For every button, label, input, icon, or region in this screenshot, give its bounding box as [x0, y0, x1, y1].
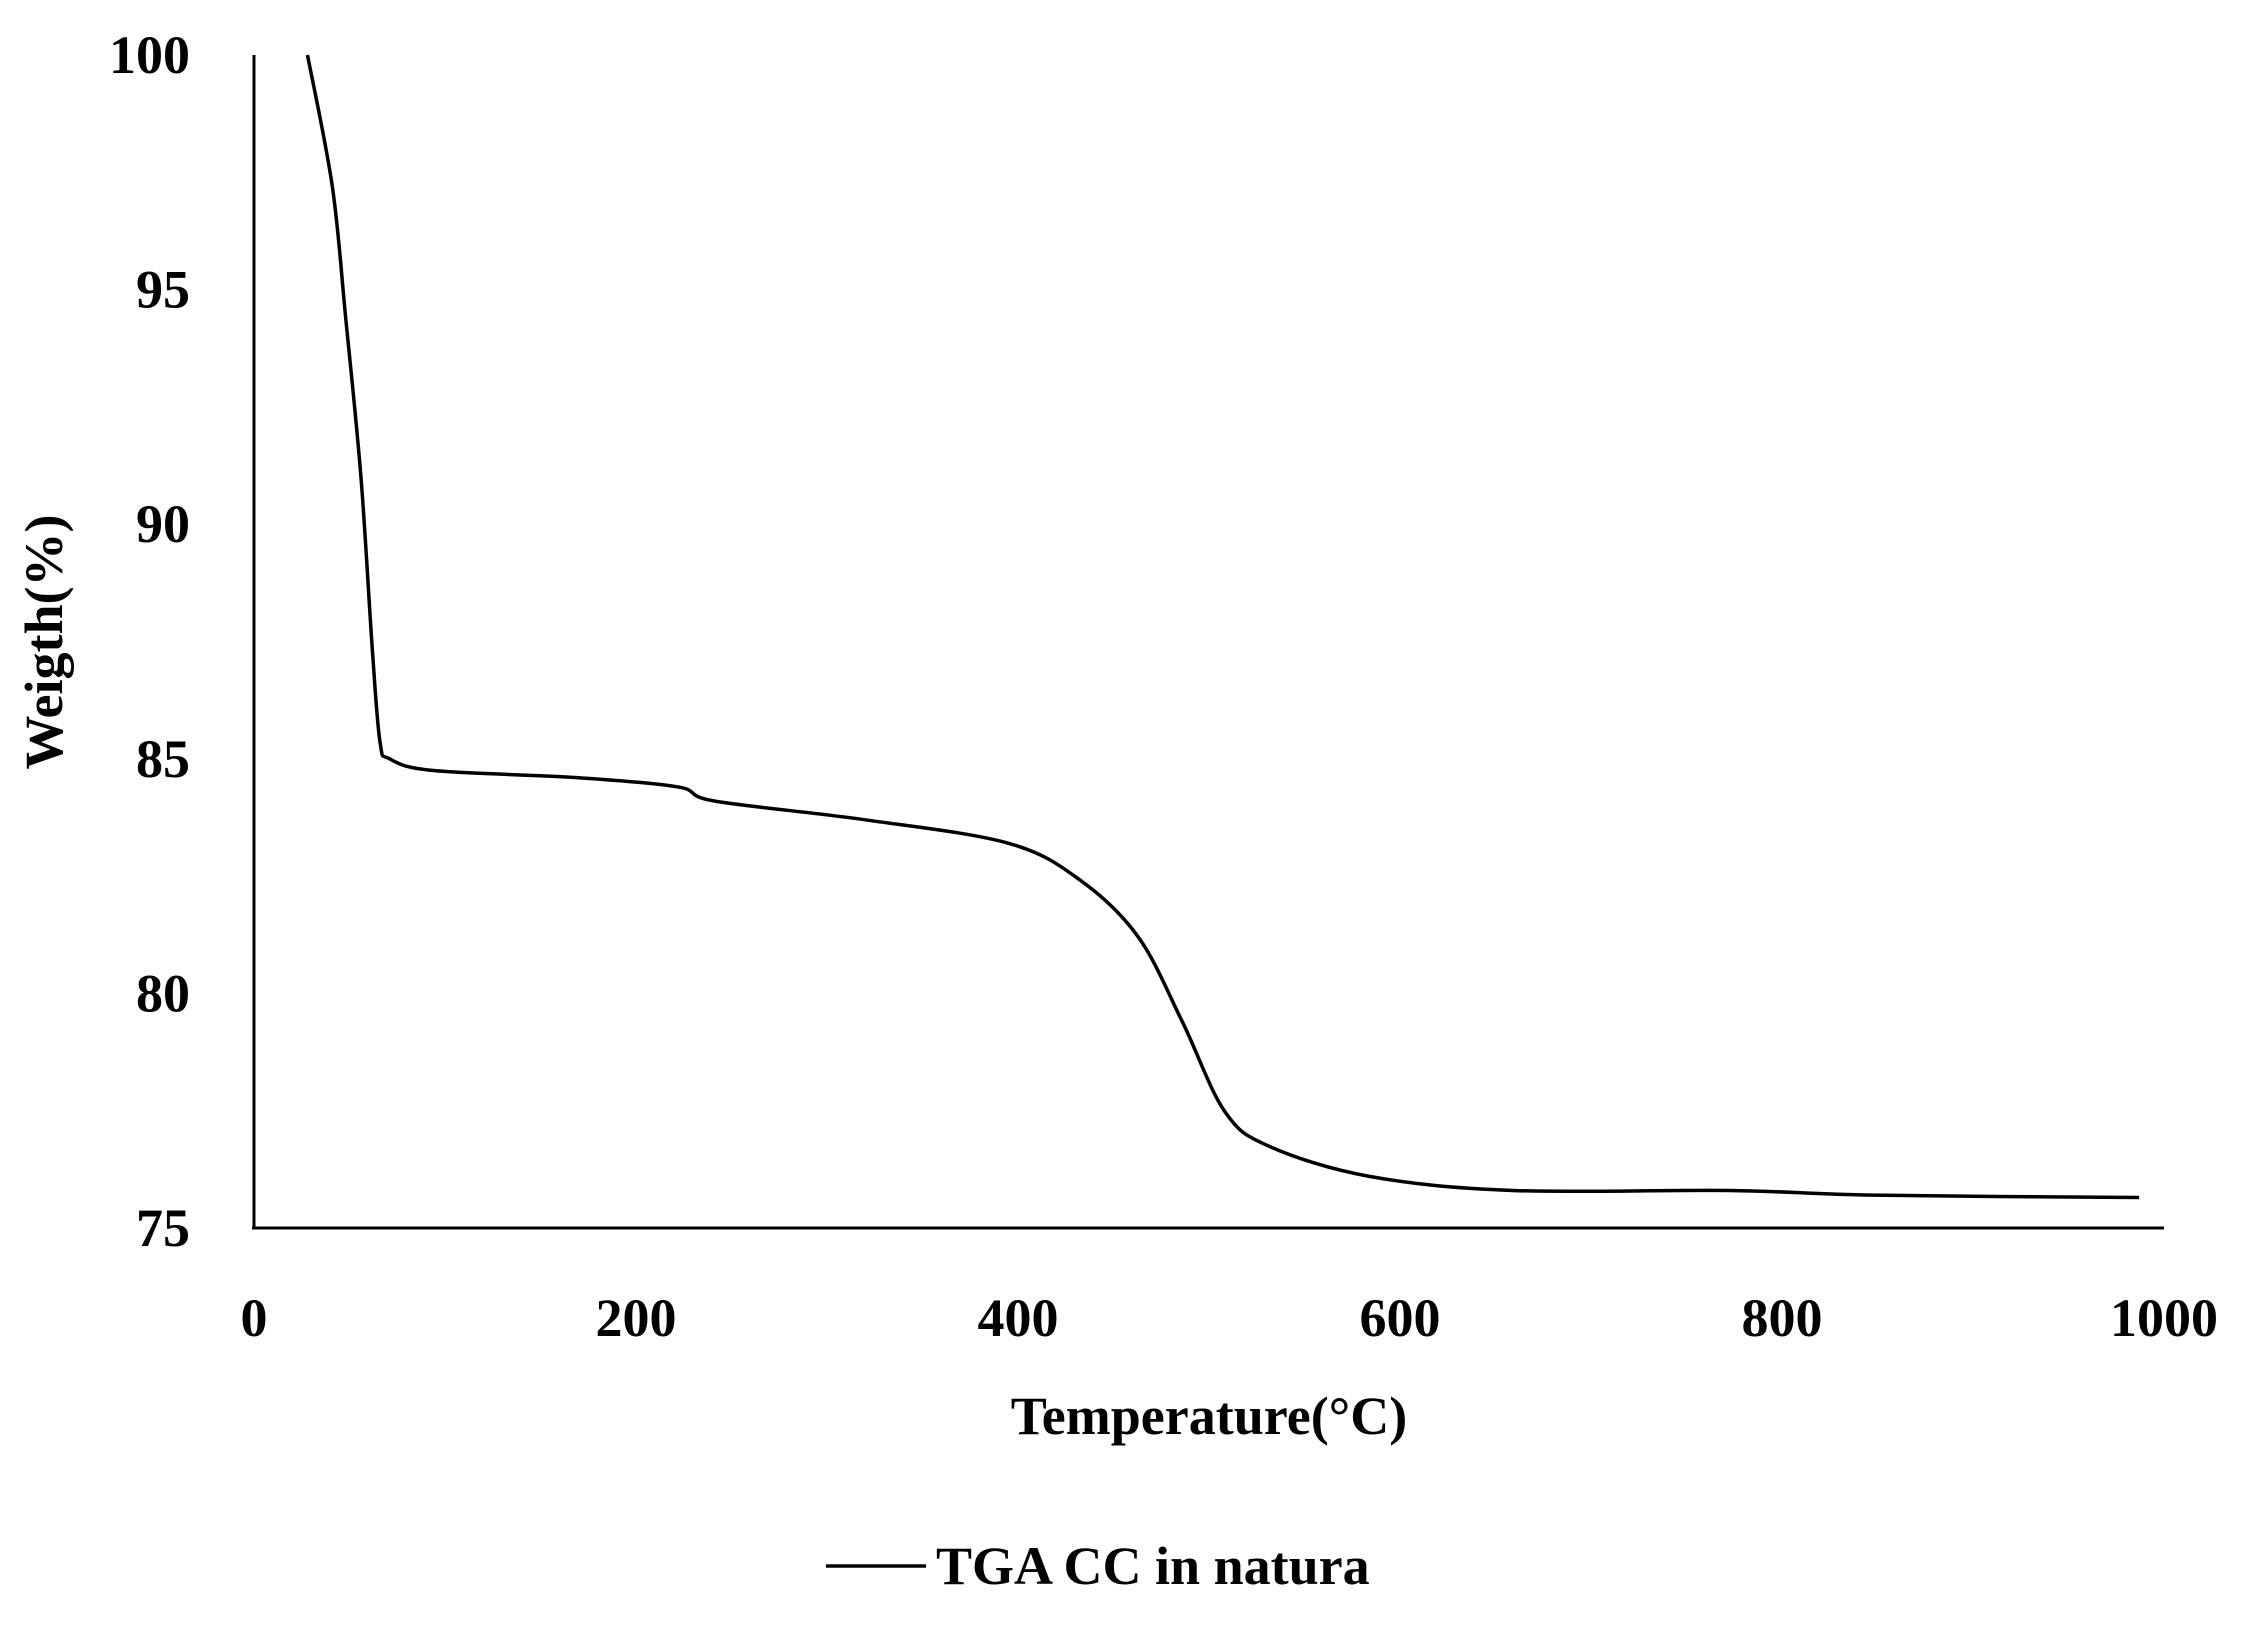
legend-label: TGA CC in natura	[936, 1536, 1370, 1596]
x-tick-label: 200	[596, 1288, 677, 1348]
y-tick-label: 95	[136, 260, 190, 320]
x-axis-title: Temperature(°C)	[1011, 1386, 1408, 1446]
x-tick-label: 1000	[2110, 1288, 2218, 1348]
y-tick-label: 80	[136, 963, 190, 1023]
x-tick-label: 0	[241, 1288, 268, 1348]
y-tick-label: 75	[136, 1198, 190, 1258]
y-axis-title: Weigth(%)	[14, 515, 74, 770]
y-tick-label: 100	[109, 25, 190, 85]
series-line-tga-cc-in-natura	[305, 54, 2140, 1200]
x-tick-labels: 0 200 400 600 800 1000	[241, 1288, 2219, 1348]
y-tick-label: 90	[136, 494, 190, 554]
x-tick-label: 800	[1742, 1288, 1823, 1348]
y-tick-labels: 75 80 85 90 95 100	[109, 25, 190, 1258]
x-tick-label: 600	[1360, 1288, 1441, 1348]
legend: TGA CC in natura	[826, 1536, 1370, 1596]
x-tick-label: 400	[978, 1288, 1059, 1348]
y-tick-label: 85	[136, 729, 190, 789]
